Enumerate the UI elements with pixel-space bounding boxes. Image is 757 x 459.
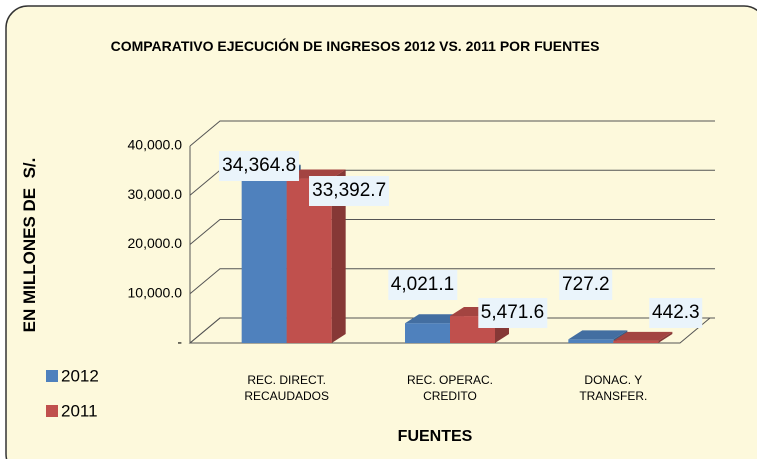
legend-label: 2011 [61, 401, 98, 420]
legend-swatch [46, 370, 58, 382]
grid-line [189, 219, 715, 245]
y-tick-label: 10,000.0 [128, 284, 183, 300]
legend-label: 2012 [61, 366, 99, 385]
grid-line [189, 317, 715, 344]
legend-swatch [46, 405, 58, 417]
bar-top [613, 331, 673, 341]
grid-line [189, 268, 715, 295]
y-tick-label: - [177, 334, 182, 350]
x-tick-label: DONAC. Y TRANSFER. [579, 373, 648, 403]
y-axis-label: EN MILLONES DE S/. [20, 157, 39, 333]
data-label: 5,471.6 [477, 298, 548, 328]
bar [613, 340, 659, 343]
y-tick-label: 30,000.0 [128, 186, 183, 202]
bar-side [331, 169, 346, 343]
x-tick-label: REC. DIRECT. RECAUDADOS [244, 373, 329, 403]
bar [241, 173, 287, 343]
bar [405, 323, 450, 343]
data-label: 442.3 [649, 298, 703, 328]
data-label: 727.2 [559, 270, 613, 300]
y-tick-label: 40,000.0 [128, 137, 183, 153]
x-tick-label: REC. OPERAC. CREDITO [406, 373, 493, 403]
y-tick-label: 20,000.0 [128, 235, 183, 251]
chart-frame [5, 5, 757, 459]
chart-title: COMPARATIVO EJECUCIÓN DE INGRESOS 2012 V… [110, 38, 600, 54]
x-axis-label: FUENTES [397, 428, 473, 445]
bar-top [405, 314, 464, 324]
bar-side [658, 331, 673, 343]
bar [568, 339, 614, 343]
bar-top [568, 330, 628, 340]
data-label: 4,021.1 [387, 270, 458, 300]
data-label: 33,392.7 [309, 175, 390, 206]
grid-line [189, 120, 715, 147]
data-label: 34,364.8 [219, 150, 300, 181]
bar [286, 178, 332, 343]
